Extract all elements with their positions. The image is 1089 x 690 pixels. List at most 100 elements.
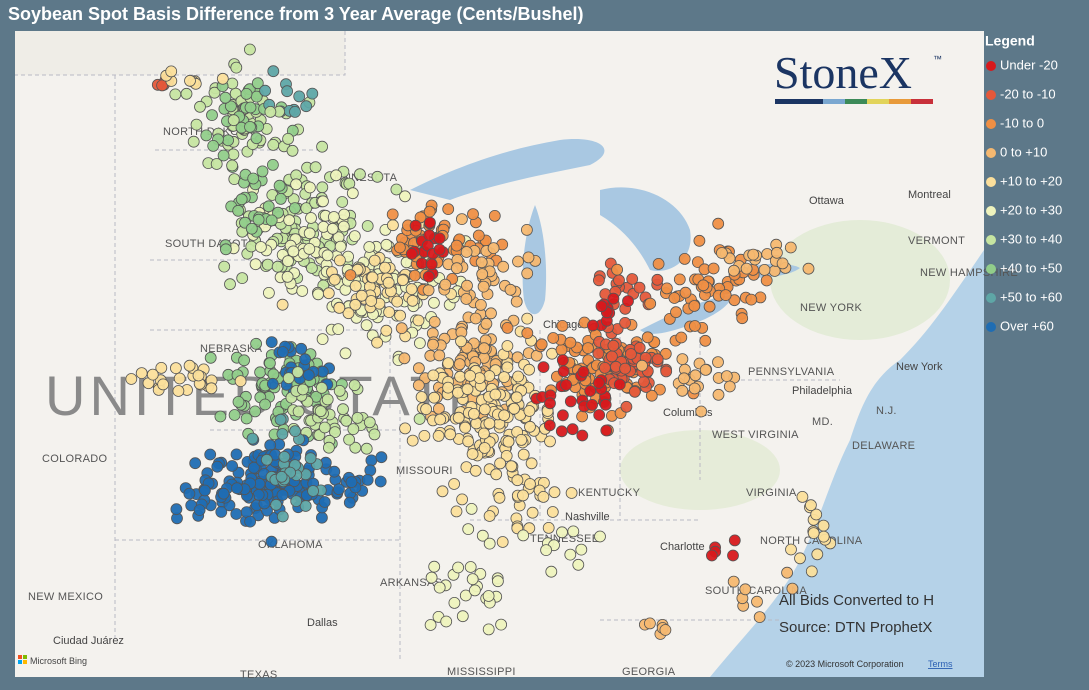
bid-point — [593, 409, 606, 421]
bid-point — [753, 611, 766, 623]
legend-swatch — [986, 293, 996, 303]
bid-point — [504, 283, 517, 296]
bid-point — [275, 470, 288, 483]
bid-points — [125, 43, 837, 640]
bid-point — [488, 209, 501, 222]
bing-attribution: Microsoft Bing — [30, 656, 87, 666]
bid-point — [575, 543, 588, 556]
bid-point — [337, 220, 350, 233]
bid-point — [544, 435, 556, 448]
bid-point — [712, 388, 725, 401]
bid-point — [784, 241, 797, 254]
bid-point — [270, 498, 283, 511]
legend-label: 0 to +10 — [1000, 144, 1047, 159]
city-label: Philadelphia — [792, 385, 853, 397]
bid-point — [593, 376, 605, 389]
bid-point — [619, 362, 631, 375]
bid-point — [510, 391, 523, 404]
bid-point — [433, 349, 446, 362]
bid-point — [450, 239, 463, 252]
state-label: COLORADO — [42, 453, 107, 465]
bid-point — [291, 366, 304, 379]
bid-point — [317, 195, 329, 208]
copyright: © 2023 Microsoft Corporation — [786, 659, 904, 669]
legend-label: +10 to +20 — [1000, 173, 1062, 188]
bid-point — [517, 489, 529, 502]
bid-point — [508, 402, 520, 415]
bid-point — [802, 262, 815, 275]
bid-point — [425, 571, 438, 584]
bid-point — [312, 288, 325, 301]
bid-point — [267, 138, 280, 151]
bid-point — [491, 575, 504, 588]
bid-point — [751, 595, 763, 608]
bid-point — [490, 468, 503, 481]
bid-point — [226, 460, 239, 472]
bid-point — [412, 379, 425, 392]
bing-icon — [23, 660, 27, 664]
bid-point — [712, 356, 724, 369]
bid-point — [440, 615, 453, 628]
bid-point — [344, 269, 357, 282]
bid-point — [776, 257, 789, 270]
city-label: Dallas — [307, 617, 338, 629]
bid-point — [412, 314, 425, 327]
bid-point — [496, 536, 509, 548]
bid-point — [494, 457, 507, 470]
bid-point — [250, 337, 263, 350]
bid-point — [716, 247, 728, 259]
note: All Bids Converted to H — [779, 592, 934, 609]
bid-point — [347, 423, 360, 436]
bid-point — [365, 454, 378, 467]
bid-point — [487, 242, 500, 255]
bid-point — [459, 589, 472, 602]
bid-point — [448, 478, 461, 490]
state-label: NEW MEXICO — [28, 591, 103, 603]
legend-label: +20 to +30 — [1000, 202, 1062, 217]
bid-point — [305, 212, 317, 224]
bid-point — [289, 106, 301, 118]
bid-point — [498, 409, 511, 422]
bid-point — [247, 461, 260, 474]
bid-point — [489, 388, 502, 401]
bid-point — [695, 405, 708, 418]
bid-point — [361, 220, 374, 232]
bid-point — [292, 405, 305, 418]
bid-point — [546, 506, 559, 518]
bid-point — [172, 385, 185, 397]
bid-point — [600, 424, 613, 437]
bid-point — [654, 383, 666, 396]
bid-point — [699, 334, 712, 347]
bid-point — [393, 241, 406, 254]
bid-point — [333, 384, 346, 397]
canada-land — [15, 31, 345, 75]
bid-point — [807, 527, 820, 539]
bid-point — [204, 351, 217, 364]
city-label: Charlotte — [660, 541, 705, 553]
bid-point — [498, 371, 511, 384]
bid-point — [478, 342, 491, 355]
bid-point — [817, 530, 830, 543]
bid-point — [349, 280, 362, 292]
bid-point — [266, 377, 279, 390]
bid-point — [236, 272, 249, 285]
bid-point — [611, 263, 623, 276]
bid-point — [619, 316, 631, 329]
state-label: GEORGIA — [622, 666, 676, 678]
bid-point — [811, 548, 824, 561]
terms-link[interactable]: Terms — [928, 659, 953, 669]
bid-point — [390, 183, 403, 196]
bid-point — [626, 273, 639, 285]
bid-point — [434, 413, 447, 426]
bid-point — [321, 249, 334, 262]
bid-point — [593, 274, 605, 287]
bid-point — [355, 289, 368, 302]
bid-point — [459, 421, 472, 434]
bid-point — [260, 453, 273, 466]
bid-point — [316, 333, 329, 346]
bid-point — [240, 412, 253, 425]
bid-point — [337, 403, 349, 416]
bid-point — [399, 190, 411, 203]
bid-point — [433, 232, 446, 245]
